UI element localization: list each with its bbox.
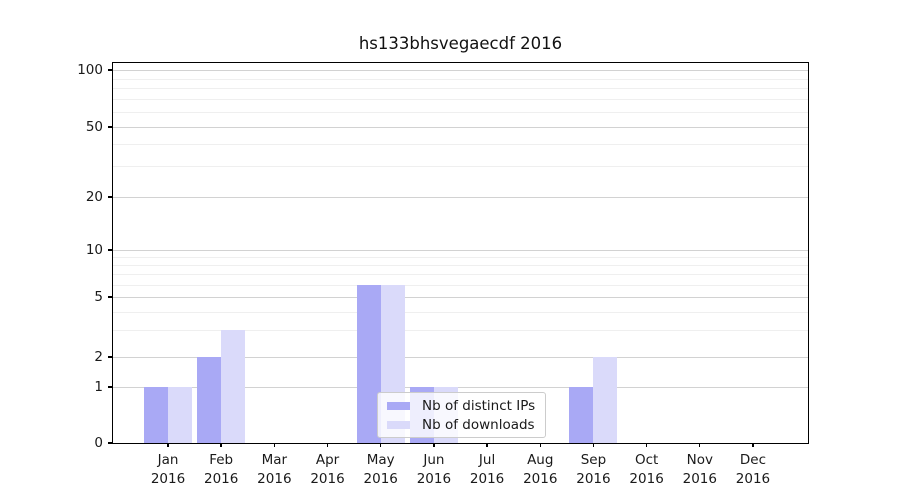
y-tick-mark: [108, 356, 112, 358]
x-tick-label-jun: Jun 2016: [416, 452, 452, 487]
y-tick-mark: [108, 296, 112, 298]
x-tick-mark: [380, 443, 382, 447]
minor-gridline: [113, 265, 808, 267]
x-tick-label-dec: Dec 2016: [735, 452, 771, 487]
minor-gridline: [113, 284, 808, 286]
x-tick-label-sep: Sep 2016: [576, 452, 611, 487]
y-tick-label: 20: [85, 188, 103, 205]
x-tick-mark: [539, 443, 541, 447]
minor-gridline: [113, 257, 808, 259]
major-gridline: [113, 69, 808, 71]
legend-entry-distinct-ips: Nb of distinct IPs: [387, 397, 535, 414]
x-tick-label-may: May 2016: [363, 452, 398, 487]
major-gridline: [113, 297, 808, 298]
bar-downloads-feb: [221, 330, 246, 443]
y-tick-mark: [108, 249, 112, 251]
bar-downloads-jan: [168, 387, 192, 443]
legend-label: Nb of distinct IPs: [422, 397, 536, 414]
y-tick-mark: [108, 196, 112, 198]
x-tick-mark: [433, 443, 435, 447]
x-tick-label-aug: Aug 2016: [523, 452, 558, 487]
y-tick-mark: [108, 69, 112, 71]
legend-swatch-distinct-ips: [387, 401, 410, 410]
x-tick-label-nov: Nov 2016: [682, 452, 717, 487]
chart-title: hs133bhsvegaecdf 2016: [358, 34, 563, 53]
legend-entry-downloads: Nb of downloads: [387, 416, 535, 433]
x-tick-label-jan: Jan 2016: [150, 452, 186, 487]
major-gridline: [113, 386, 808, 388]
x-tick-mark: [326, 443, 329, 447]
minor-gridline: [113, 144, 808, 146]
x-tick-label-oct: Oct 2016: [629, 452, 664, 487]
y-tick-label: 10: [85, 241, 103, 258]
bar-downloads-sep: [593, 357, 618, 443]
x-tick-label-feb: Feb 2016: [203, 452, 239, 487]
bar-distinct-ips-feb: [197, 357, 222, 443]
x-tick-mark: [220, 443, 222, 447]
x-tick-label-jul: Jul 2016: [469, 452, 505, 487]
legend: Nb of distinct IPs Nb of downloads: [377, 392, 547, 438]
x-tick-mark: [699, 443, 701, 447]
bar-distinct-ips-sep: [569, 387, 594, 443]
x-tick-mark: [645, 443, 648, 447]
minor-gridline: [113, 88, 808, 90]
y-tick-mark: [108, 126, 112, 128]
minor-gridline: [113, 274, 808, 276]
x-tick-mark: [592, 443, 595, 447]
minor-gridline: [113, 330, 808, 332]
y-tick-label: 5: [94, 289, 103, 305]
minor-gridline: [113, 78, 808, 80]
x-tick-label-mar: Mar 2016: [257, 452, 292, 487]
x-tick-mark: [273, 443, 276, 447]
y-tick-label: 0: [94, 435, 103, 451]
legend-label: Nb of downloads: [422, 416, 535, 433]
major-gridline: [113, 196, 808, 198]
y-tick-label: 100: [77, 61, 103, 78]
minor-gridline: [113, 111, 808, 113]
y-tick-mark: [108, 386, 112, 388]
y-tick-label: 2: [94, 349, 103, 365]
major-gridline: [113, 357, 808, 358]
x-tick-mark: [486, 443, 488, 447]
x-tick-label-apr: Apr 2016: [310, 452, 345, 487]
major-gridline: [113, 126, 808, 128]
legend-swatch-downloads: [387, 420, 410, 429]
bar-distinct-ips-jan: [144, 387, 168, 443]
y-tick-mark: [108, 442, 112, 444]
x-tick-mark: [167, 443, 169, 447]
major-gridline: [113, 249, 808, 251]
bar-distinct-ips-may: [356, 284, 381, 443]
x-tick-mark: [752, 443, 754, 447]
minor-gridline: [113, 311, 808, 313]
y-tick-label: 50: [85, 118, 103, 135]
minor-gridline: [113, 99, 808, 101]
y-tick-label: 1: [94, 378, 103, 395]
plot-area: [112, 62, 809, 444]
minor-gridline: [113, 166, 808, 167]
